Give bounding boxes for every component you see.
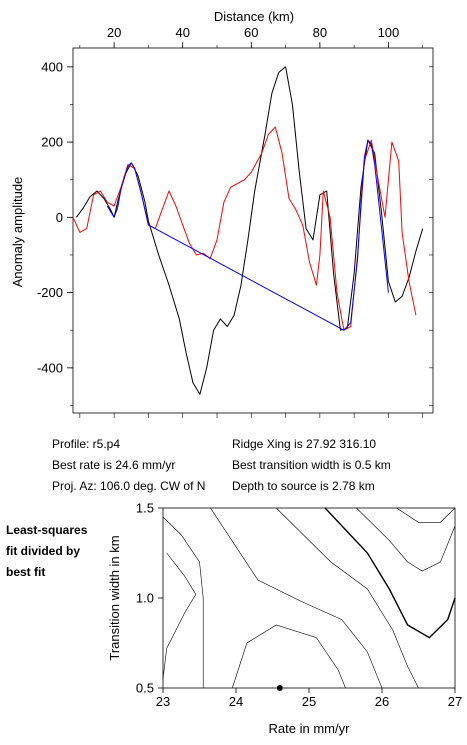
profile-y-tick-label: 400 — [41, 59, 63, 74]
misfit-x-tick-label: 23 — [156, 694, 170, 709]
misfit-contour-0 — [162, 516, 204, 688]
profile-series — [72, 66, 424, 395]
misfit-contour-4 — [275, 507, 419, 689]
misfit-contours — [162, 507, 456, 689]
profile-ylabel: Anomaly amplitude — [10, 177, 25, 288]
misfit-y-tick-label: 1.5 — [136, 501, 154, 516]
misfit-plot: 23 24 25 26 27 0.5 1.0 1.5 Rate in mm/yr Trans… — [107, 501, 462, 737]
misfit-x-ticks: 23 24 25 26 27 — [156, 688, 462, 709]
misfit-contour-7 — [396, 507, 456, 523]
info-profile: Profile: r5.p4 — [52, 437, 121, 451]
profile-x-tick-label: 80 — [313, 25, 327, 40]
profile-y-tick-label: -400 — [37, 360, 63, 375]
best-fit-point — [276, 685, 283, 691]
profile-x-ticks: 20 40 60 80 100 — [107, 25, 399, 48]
profile-xlabel: Distance (km) — [214, 9, 294, 24]
info-projection-azimuth: Proj. Az: 106.0 deg. CW of N — [52, 479, 206, 493]
misfit-y-tick-label: 0.5 — [136, 681, 154, 696]
profile-plot: 20 40 60 80 100 400 200 0 -200 -400 Distance (km… — [10, 9, 434, 418]
profile-y-tick-label: -200 — [37, 285, 63, 300]
info-depth-to-source: Depth to source is 2.78 km — [232, 479, 375, 493]
profile-y-ticks: 400 200 0 -200 -400 — [37, 59, 73, 375]
side-note-line-3: best fit — [6, 565, 46, 579]
profile-x-tick-label: 40 — [175, 25, 189, 40]
side-note-line-1: Least-squares — [6, 523, 88, 537]
side-note-line-2: fit divided by — [6, 544, 81, 558]
profile-x-tick-label: 60 — [244, 25, 258, 40]
info-ridge-crossing: Ridge Xing is 27.92 316.10 — [232, 437, 377, 451]
misfit-y-ticks: 0.5 1.0 1.5 — [136, 501, 163, 696]
profile-y-tick-label: 0 — [56, 210, 63, 225]
misfit-contour-1 — [162, 552, 197, 680]
misfit-x-tick-label: 27 — [448, 694, 462, 709]
info-best-rate: Best rate is 24.6 mm/yr — [52, 458, 176, 472]
misfit-contour-3 — [210, 507, 383, 689]
profile-x-tick-label: 20 — [107, 25, 121, 40]
profile-series-0 — [75, 66, 424, 395]
misfit-x-tick-label: 26 — [375, 694, 389, 709]
misfit-x-tick-label: 24 — [229, 694, 243, 709]
misfit-y-tick-label: 1.0 — [136, 591, 154, 606]
info-transition-width: Best transition width is 0.5 km — [232, 458, 391, 472]
profile-minor-ticks — [70, 45, 433, 418]
misfit-x-tick-label: 25 — [302, 694, 316, 709]
profile-y-tick-label: 200 — [41, 135, 63, 150]
misfit-frame — [162, 507, 456, 689]
profile-series-2 — [106, 139, 389, 331]
misfit-xlabel: Rate in mm/yr — [269, 721, 351, 736]
misfit-ylabel: Transition width in km — [107, 535, 122, 660]
side-note: Least-squares fit divided by best fit — [6, 520, 87, 583]
misfit-contour-5 — [324, 507, 456, 639]
profile-x-tick-label: 100 — [378, 25, 400, 40]
misfit-contour-6 — [356, 507, 456, 572]
profile-frame — [72, 47, 434, 414]
misfit-contour-2 — [232, 624, 346, 689]
